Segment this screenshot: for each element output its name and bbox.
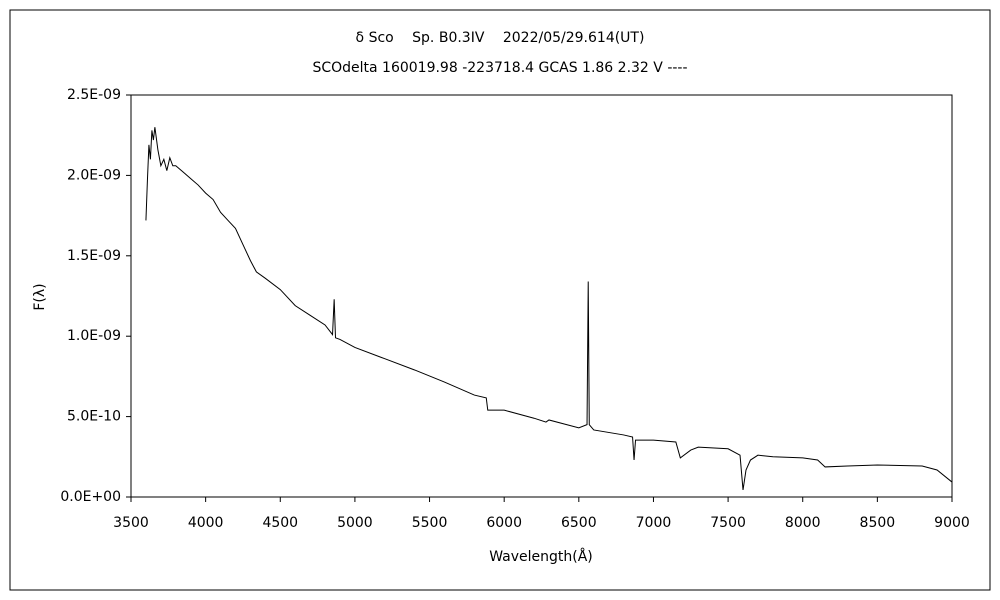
x-tick-label: 8000 bbox=[785, 515, 821, 531]
y-tick-label: 2.5E-09 bbox=[67, 87, 121, 103]
x-axis-label: Wavelength(Å) bbox=[489, 548, 593, 565]
chart-subtitle: SCOdelta 160019.98 -223718.4 GCAS 1.86 2… bbox=[312, 60, 687, 76]
x-tick-label: 4500 bbox=[262, 515, 298, 531]
plot-area bbox=[130, 94, 953, 498]
x-tick-label: 7000 bbox=[636, 515, 672, 531]
x-tick-label: 6500 bbox=[561, 515, 597, 531]
y-tick-label: 1.5E-09 bbox=[67, 248, 121, 264]
x-tick-label: 4000 bbox=[188, 515, 224, 531]
x-tick-label: 5500 bbox=[412, 515, 448, 531]
x-tick-label: 8500 bbox=[860, 515, 896, 531]
x-tick-label: 9000 bbox=[934, 515, 970, 531]
x-tick-label: 7500 bbox=[710, 515, 746, 531]
y-tick-label: 2.0E-09 bbox=[67, 167, 121, 183]
chart-title: δ Sco Sp. B0.3IV 2022/05/29.614(UT) bbox=[356, 30, 645, 46]
y-axis-label: F(λ) bbox=[32, 283, 48, 310]
spectrum-line bbox=[145, 127, 953, 490]
x-tick-label: 6000 bbox=[486, 515, 522, 531]
x-tick-label: 5000 bbox=[337, 515, 373, 531]
chart-border bbox=[9, 9, 991, 591]
y-tick-label: 0.0E+00 bbox=[60, 489, 121, 505]
y-tick-label: 5.0E-10 bbox=[67, 409, 121, 425]
y-tick-label: 1.0E-09 bbox=[67, 328, 121, 344]
x-tick-label: 3500 bbox=[113, 515, 149, 531]
